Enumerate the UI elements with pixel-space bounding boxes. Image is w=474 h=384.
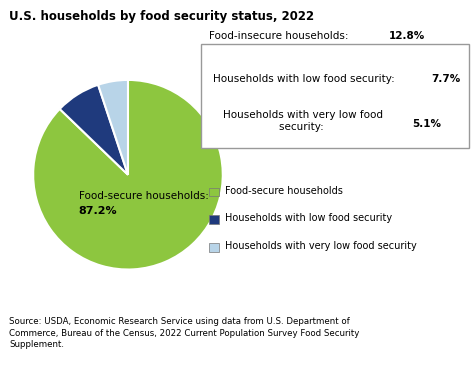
Text: 5.1%: 5.1% xyxy=(412,119,441,129)
Text: Food-secure households:: Food-secure households: xyxy=(79,190,212,200)
Text: Source: USDA, Economic Research Service using data from U.S. Department of
Comme: Source: USDA, Economic Research Service … xyxy=(9,317,360,349)
Text: 12.8%: 12.8% xyxy=(389,31,425,41)
Text: Food-insecure households:: Food-insecure households: xyxy=(209,31,351,41)
Text: U.S. households by food security status, 2022: U.S. households by food security status,… xyxy=(9,10,315,23)
Wedge shape xyxy=(33,80,223,270)
Wedge shape xyxy=(60,85,128,175)
Text: 87.2%: 87.2% xyxy=(79,206,117,216)
Text: Households with low food security:: Households with low food security: xyxy=(213,74,398,84)
Text: Households with very low food
security:: Households with very low food security: xyxy=(223,110,383,132)
Text: Food-secure households: Food-secure households xyxy=(225,186,343,196)
Text: Households with low food security: Households with low food security xyxy=(225,214,392,223)
Text: 7.7%: 7.7% xyxy=(431,74,461,84)
Wedge shape xyxy=(98,80,128,175)
Text: Households with very low food security: Households with very low food security xyxy=(225,241,417,251)
